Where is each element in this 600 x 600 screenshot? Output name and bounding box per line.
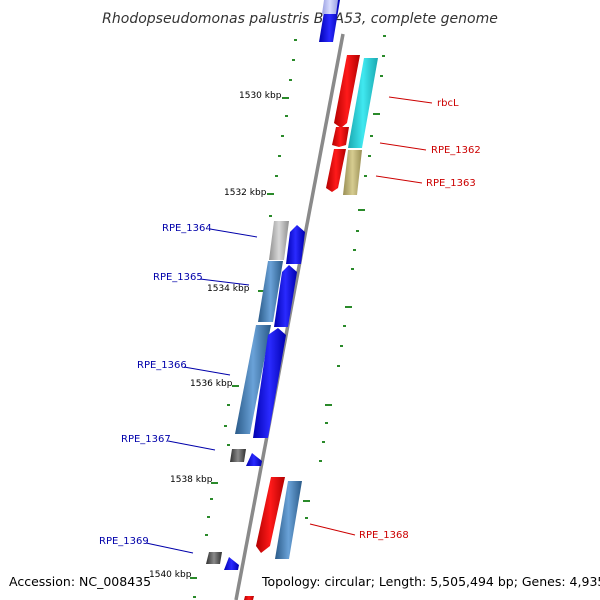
gene-RPE_1364-track[interactable] — [269, 221, 289, 260]
gene-label-RPE_1363[interactable]: RPE_1363 — [426, 178, 476, 189]
kbp-tick-label: 1534 kbp — [207, 284, 250, 294]
label-connectors — [145, 96, 433, 554]
gene-label-rbcL[interactable]: rbcL — [437, 98, 459, 109]
kbp-tick-label: 1532 kbp — [224, 188, 267, 198]
reverse-strand-features — [244, 0, 378, 600]
gene-RPE_1364[interactable] — [286, 225, 305, 264]
kbp-tick-label: 1540 kbp — [149, 570, 192, 580]
gene-label-RPE_1368[interactable]: RPE_1368 — [359, 530, 409, 541]
gene-label-RPE_1369[interactable]: RPE_1369 — [99, 536, 149, 547]
accession-text: Accession: NC_008435 — [9, 574, 151, 589]
kbp-tick-label: 1538 kbp — [170, 475, 213, 485]
gene-label-RPE_1367[interactable]: RPE_1367 — [121, 434, 171, 445]
genome-summary-text: Topology: circular; Length: 5,505,494 bp… — [261, 574, 600, 589]
gene-RPE_1367-track[interactable] — [230, 449, 246, 462]
gene-RPE_1369-track[interactable] — [206, 552, 222, 564]
gene-RPE_1366-track[interactable] — [235, 325, 271, 434]
map-title: Rhodopseudomonas palustris BisA53, compl… — [102, 11, 498, 27]
gene-RPE_1365-track[interactable] — [258, 261, 283, 322]
gene-feature[interactable] — [322, 0, 338, 14]
forward-strand-features — [206, 221, 305, 570]
kbp-tick-labels: 1530 kbp 1532 kbp 1534 kbp 1536 kbp 1538… — [149, 91, 282, 580]
gene-RPE_1363-track[interactable] — [343, 150, 362, 195]
gene-RPE_1363[interactable] — [326, 149, 346, 192]
kbp-tick-label: 1530 kbp — [239, 91, 282, 101]
gene-RPE_1362[interactable] — [332, 127, 349, 147]
kbp-tick-label: 1536 kbp — [190, 379, 233, 389]
gene-RPE_1368[interactable] — [256, 477, 285, 553]
gene-label-RPE_1362[interactable]: RPE_1362 — [431, 145, 481, 156]
gene-label-RPE_1366[interactable]: RPE_1366 — [137, 360, 187, 371]
left-tick-track — [190, 39, 297, 598]
gene-label-RPE_1365[interactable]: RPE_1365 — [153, 272, 203, 283]
gene-rbcL[interactable] — [334, 55, 360, 128]
gene-RPE_1368-track[interactable] — [275, 481, 302, 559]
gene-RPE_1369[interactable] — [224, 557, 239, 570]
gene-RPE_1365[interactable] — [274, 265, 297, 327]
gene-RPE_1366[interactable] — [253, 328, 286, 438]
right-tick-track — [303, 35, 386, 519]
gene-rbcL-track[interactable] — [348, 58, 378, 148]
gene-RPE_1367[interactable] — [246, 453, 262, 466]
gene-feature[interactable] — [244, 596, 254, 600]
gene-labels: rbcL RPE_1362 RPE_1363 RPE_1364 RPE_1365… — [99, 98, 481, 547]
gene-label-RPE_1364[interactable]: RPE_1364 — [162, 223, 212, 234]
